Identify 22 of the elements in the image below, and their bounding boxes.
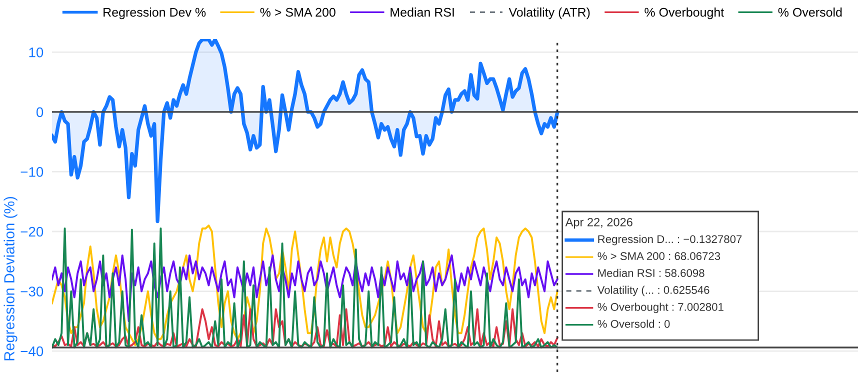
legend-label: Volatility (ATR) — [508, 8, 590, 20]
y-tick-label: 10 — [29, 47, 44, 58]
y-tick-label: −40 — [20, 346, 44, 356]
text: Apr 22, 2026 — [565, 218, 632, 229]
text: % > SMA 200 : 68.06723 — [598, 252, 720, 260]
text: Median RSI : 58.6098 — [598, 268, 704, 277]
line-series — [52, 308, 558, 348]
y-tick-label: −10 — [20, 167, 44, 177]
line-series — [52, 254, 558, 322]
y-tick-label: −20 — [20, 226, 44, 237]
legend-label: % Overbought — [644, 8, 724, 20]
y-tick-label: 0 — [36, 107, 44, 118]
text: Volatility (... : 0.625546 — [597, 286, 710, 296]
legend-label: % Oversold — [778, 8, 842, 17]
text: % Oversold : 0 — [598, 320, 670, 328]
text: Regression D... : −0.1327807 — [598, 234, 742, 246]
text: % Overbought : 7.002801 — [598, 302, 724, 314]
y-tick-label: −30 — [20, 286, 44, 296]
legend-label: Median RSI — [390, 8, 454, 17]
legend-label: Regression Dev % — [104, 8, 206, 20]
legend-label: % > SMA 200 — [260, 8, 336, 17]
y-axis-title: Regression Deviation (%) — [4, 196, 18, 360]
